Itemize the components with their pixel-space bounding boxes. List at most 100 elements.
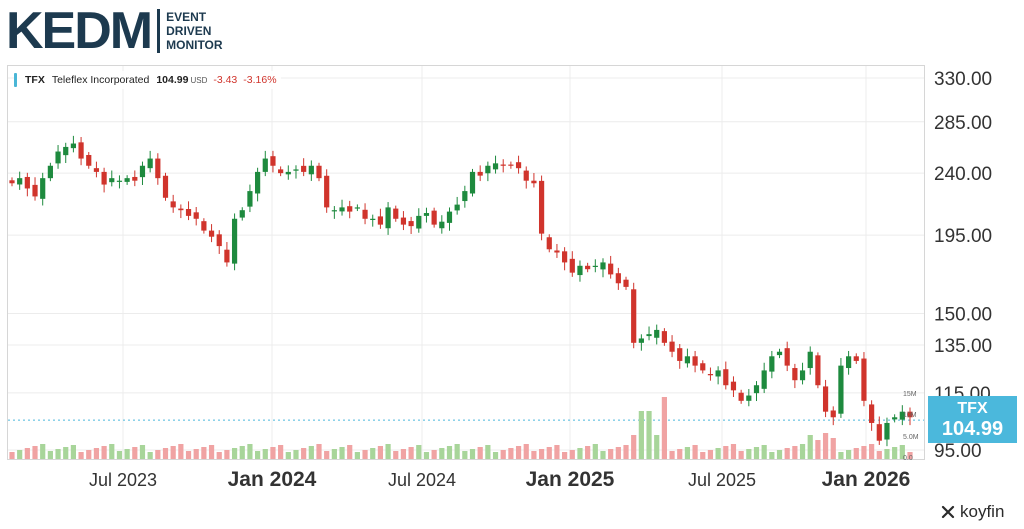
volume-bar <box>423 452 430 459</box>
volume-bar <box>262 449 268 459</box>
candle-body <box>446 211 453 223</box>
candle-body <box>416 215 422 229</box>
logo-tagline-line3: MONITOR <box>166 38 223 52</box>
candle-body <box>86 154 92 166</box>
candle-body <box>185 209 192 216</box>
volume-bar <box>255 451 261 459</box>
volume-bar <box>608 449 614 459</box>
candle-body <box>907 411 913 418</box>
volume-bar <box>47 451 53 459</box>
candle-body <box>132 176 138 181</box>
volume-bar <box>124 449 130 459</box>
candle-body <box>608 263 614 275</box>
volume-bar <box>116 451 123 459</box>
volume-bar <box>78 452 84 459</box>
candle-body <box>400 217 407 225</box>
candle-body <box>362 209 368 219</box>
candle-body <box>32 184 38 197</box>
x-tick-label: Jan 2024 <box>228 468 317 491</box>
volume-bar <box>270 447 276 459</box>
candle-body <box>469 171 476 194</box>
volume-bar <box>707 450 714 459</box>
volume-bar <box>101 446 107 459</box>
volume-bar <box>753 447 760 459</box>
volume-bar <box>316 444 322 459</box>
volume-bar <box>531 451 537 459</box>
volume-bar <box>515 446 522 459</box>
volume-bar <box>109 444 115 459</box>
volume-tick-label: 10M <box>903 412 917 419</box>
volume-bar <box>884 449 890 459</box>
candle-body <box>492 163 499 170</box>
volume-bar <box>730 444 737 459</box>
candle-body <box>830 410 836 418</box>
x-tick-label: Jan 2026 <box>822 468 911 491</box>
candle-body <box>93 168 100 172</box>
volume-bar <box>838 452 844 459</box>
candle-body <box>477 171 483 176</box>
volume-bar <box>162 448 169 459</box>
candle-body <box>585 265 591 270</box>
candle-body <box>278 169 284 174</box>
candle-body <box>431 210 437 225</box>
candle-body <box>178 208 184 211</box>
volume-bar <box>799 444 806 459</box>
volume-tick-label: 0.0 <box>903 455 913 462</box>
candle-body <box>508 164 514 166</box>
candle-body <box>24 176 30 189</box>
candle-body <box>784 348 790 366</box>
volume-bar <box>431 450 437 459</box>
volume-bar <box>139 445 146 459</box>
volume-bar <box>24 448 30 459</box>
volume-bar <box>615 447 621 459</box>
x-tick-label: Jul 2023 <box>89 470 157 490</box>
candle-body <box>354 207 360 209</box>
volume-bar <box>692 445 698 459</box>
volume-bar <box>339 447 345 459</box>
volume-bar <box>385 444 391 459</box>
candle-body <box>408 221 414 227</box>
legend-change: -3.43 <box>213 74 238 86</box>
y-tick-label: 135.00 <box>934 336 992 357</box>
candle-body <box>224 249 230 263</box>
volume-bar <box>400 449 407 459</box>
x-tick-label: Jan 2025 <box>526 468 615 491</box>
volume-bar <box>907 452 913 459</box>
logo: KEDM EVENT DRIVEN MONITOR <box>6 4 223 58</box>
candle-body <box>339 207 345 212</box>
volume-bar <box>308 446 314 459</box>
candle-body <box>869 404 875 423</box>
volume-tick-label: 5.0M <box>903 434 919 441</box>
candle-body <box>139 165 146 178</box>
volume-bar <box>830 438 836 459</box>
volume-bar <box>700 452 706 459</box>
volume-bar <box>869 444 875 459</box>
volume-bar <box>354 452 360 459</box>
volume-bar <box>623 445 629 459</box>
volume-bar <box>853 448 859 459</box>
candle-body <box>63 146 69 156</box>
candle-body <box>155 158 161 179</box>
volume-bar <box>769 452 775 459</box>
volume-bar <box>147 452 153 459</box>
volume-bar <box>185 451 192 459</box>
candle-body <box>799 370 806 381</box>
legend-change-pct: -3.16% <box>243 74 277 86</box>
volume-bar <box>416 445 422 459</box>
volume-bar <box>715 448 721 459</box>
volume-bar <box>500 450 506 459</box>
candle-body <box>523 170 529 181</box>
candle-body <box>40 178 46 199</box>
candle-body <box>577 265 583 276</box>
volume-bar <box>301 448 307 459</box>
candle-body <box>715 370 721 377</box>
candle-body <box>170 201 176 208</box>
candle-body <box>147 158 153 169</box>
candle-body <box>262 158 268 172</box>
candle-body <box>807 351 813 369</box>
volume-bar <box>155 450 161 459</box>
volume-bar <box>746 449 752 459</box>
volume-bar <box>523 444 529 459</box>
candle-body <box>109 178 115 183</box>
